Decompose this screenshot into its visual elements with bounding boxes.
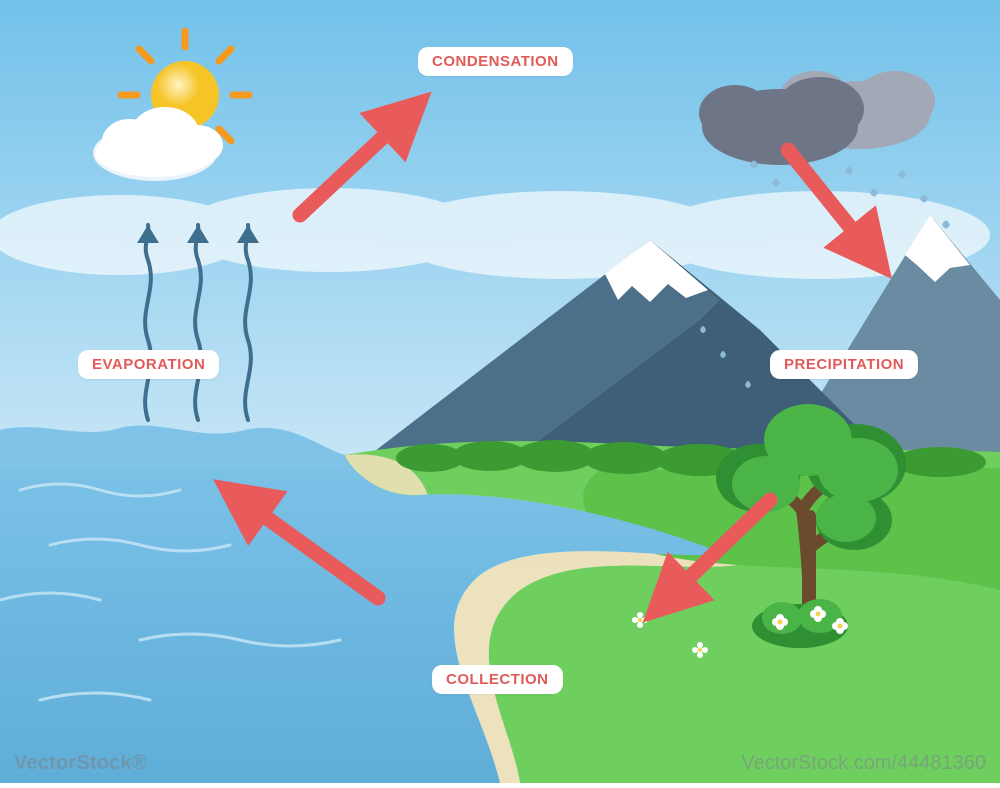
watermark-id: VectorStock.com/44481360 (741, 752, 986, 775)
watermark-id-prefix: VectorStock.com/ (741, 752, 897, 774)
label-text: PRECIPITATION (784, 356, 904, 373)
watermark-id-number: 44481360 (897, 752, 986, 774)
label-text: COLLECTION (446, 671, 549, 688)
label-evaporation: EVAPORATION (78, 350, 219, 379)
label-precipitation: PRECIPITATION (770, 350, 918, 379)
label-condensation: CONDENSATION (418, 47, 573, 76)
label-collection: COLLECTION (432, 665, 563, 694)
label-text: EVAPORATION (92, 356, 205, 373)
label-text: CONDENSATION (432, 53, 559, 70)
watermark-brand: VectorStock® (14, 752, 147, 775)
water-cycle-diagram: CONDENSATION EVAPORATION PRECIPITATION C… (0, 0, 1000, 783)
watermark-brand-text: VectorStock® (14, 752, 147, 774)
